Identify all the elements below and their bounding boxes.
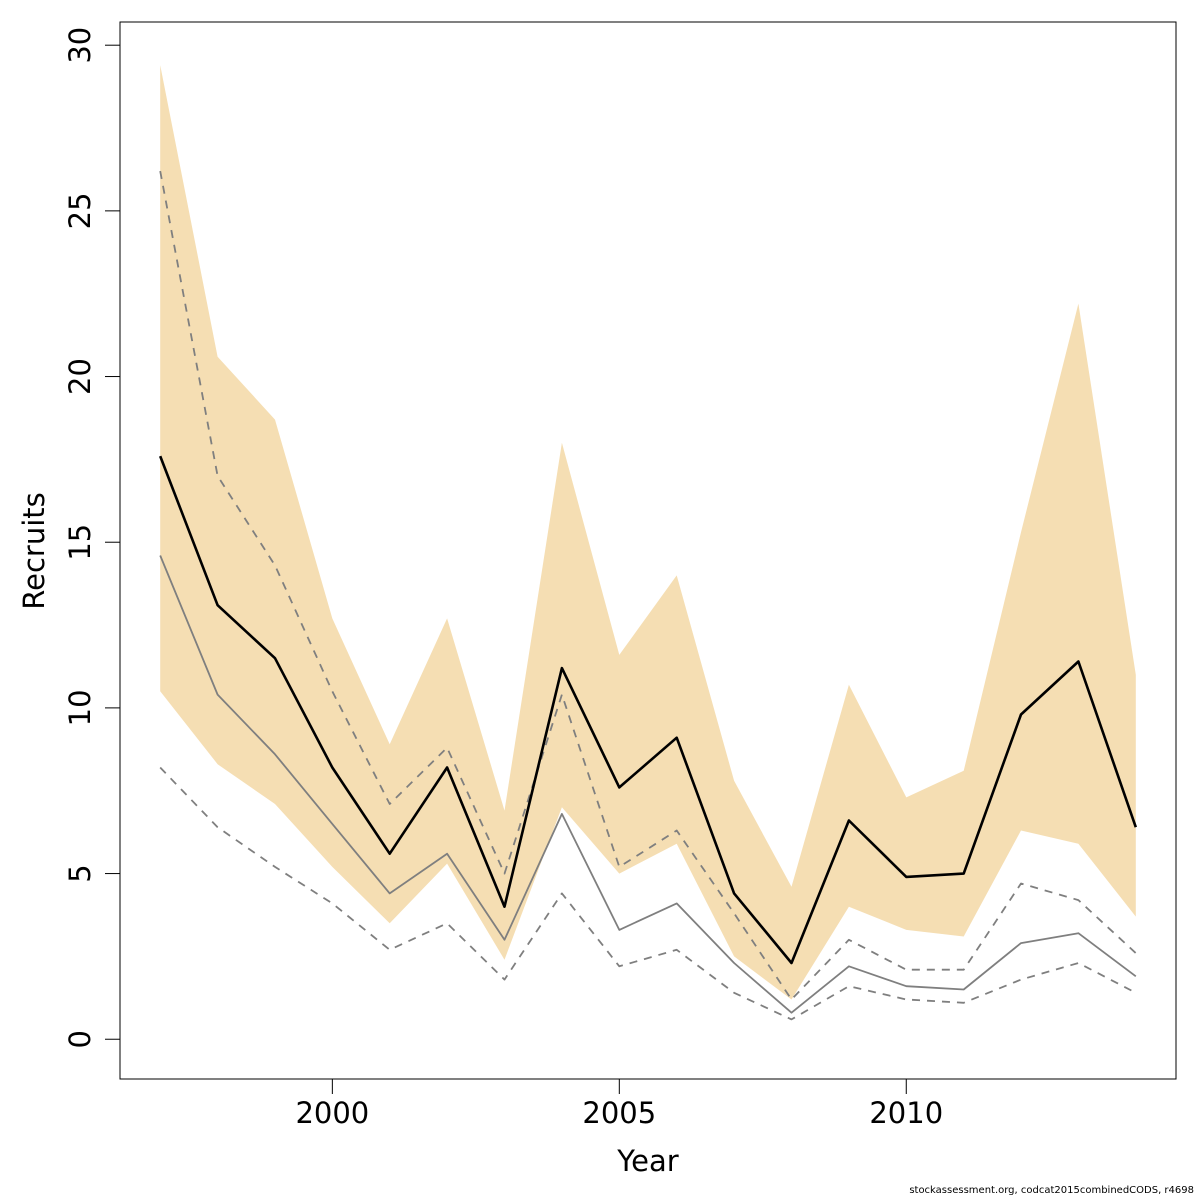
- series-line-2: [159, 555, 1137, 1014]
- series-lines-layer: [158, 170, 1138, 1021]
- y-tick-label: 20: [63, 358, 97, 395]
- confidence-band-layer: [160, 65, 1136, 1000]
- x-axis: 2000 2005 2010: [120, 1078, 1176, 1130]
- y-tick-label: 10: [63, 689, 97, 726]
- x-tick-label: 2000: [295, 1096, 369, 1130]
- y-axis: 0 5 10 15 20 25 30: [63, 27, 121, 1048]
- y-axis-title: Recruits: [17, 492, 51, 609]
- footnote: stockassessment.org, codcat2015combinedC…: [909, 1185, 1194, 1196]
- y-tick-label: 5: [63, 864, 97, 882]
- x-tick-label: 2010: [869, 1096, 943, 1130]
- confidence-band: [160, 65, 1136, 1000]
- series-line-1: [158, 455, 1138, 965]
- y-tick-label: 15: [63, 524, 97, 561]
- series-line-4: [159, 766, 1137, 1021]
- series-line-3: [159, 170, 1137, 1001]
- x-axis-title: Year: [616, 1144, 678, 1178]
- x-tick-label: 2005: [582, 1096, 656, 1130]
- y-tick-label: 30: [63, 27, 97, 64]
- y-tick-label: 0: [63, 1030, 97, 1048]
- y-tick-label: 25: [63, 192, 97, 229]
